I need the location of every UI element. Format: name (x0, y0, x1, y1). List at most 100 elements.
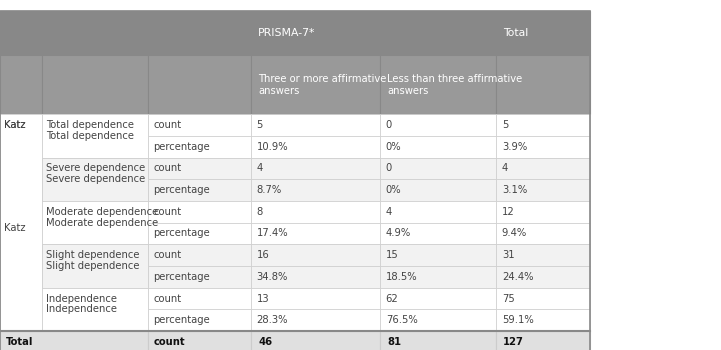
Text: 0: 0 (386, 163, 392, 173)
Text: 9.4%: 9.4% (502, 229, 527, 238)
Bar (380, 331, 496, 350)
Bar (42, 309, 148, 331)
Text: 4: 4 (257, 163, 263, 173)
Bar (380, 223, 496, 244)
Bar (380, 158, 496, 179)
Bar (496, 179, 590, 201)
Text: 8.7%: 8.7% (257, 185, 282, 195)
Bar (496, 158, 590, 179)
Bar (0, 114, 42, 136)
Bar (496, 288, 590, 309)
Bar (0, 288, 42, 309)
Bar (42, 288, 148, 309)
Bar (0, 136, 42, 158)
Bar (148, 266, 251, 288)
Text: 76.5%: 76.5% (386, 315, 417, 325)
Text: Slight dependence: Slight dependence (46, 250, 140, 260)
Bar (148, 201, 251, 223)
Bar (42, 179, 148, 201)
Text: count: count (154, 250, 182, 260)
Text: 13: 13 (257, 294, 270, 303)
Bar (496, 136, 590, 158)
Text: 0%: 0% (386, 185, 402, 195)
Bar (496, 266, 590, 288)
Bar (0, 201, 42, 223)
Text: 5: 5 (502, 120, 508, 130)
Text: Severe dependence: Severe dependence (46, 163, 146, 173)
Text: Katz: Katz (4, 223, 26, 233)
Bar (42, 201, 148, 244)
Bar (251, 158, 380, 179)
Bar (42, 244, 148, 266)
Bar (42, 114, 148, 136)
Bar (0, 114, 42, 331)
Bar (251, 55, 380, 114)
Bar (42, 244, 148, 288)
Text: PRISMA-7*: PRISMA-7* (258, 28, 316, 38)
Bar (380, 244, 496, 266)
Text: Moderate dependence: Moderate dependence (46, 218, 159, 228)
Text: Total dependence: Total dependence (46, 120, 134, 130)
Text: count: count (154, 294, 182, 303)
Text: 28.3%: 28.3% (257, 315, 288, 325)
Bar (148, 223, 251, 244)
Text: 81: 81 (387, 337, 402, 347)
Bar (380, 201, 496, 223)
Bar (496, 10, 590, 55)
Text: 3.1%: 3.1% (502, 185, 527, 195)
Bar (251, 223, 380, 244)
Bar (251, 179, 380, 201)
Bar (148, 309, 251, 331)
Text: 0: 0 (386, 120, 392, 130)
Bar (380, 288, 496, 309)
Bar (251, 201, 380, 223)
Text: Katz: Katz (4, 120, 26, 130)
Text: 0%: 0% (386, 142, 402, 152)
Bar (496, 223, 590, 244)
Bar (380, 55, 496, 114)
Text: Severe dependence: Severe dependence (46, 174, 146, 184)
Text: count: count (154, 120, 182, 130)
Text: 12: 12 (502, 207, 515, 217)
Bar (148, 331, 251, 350)
Bar (496, 114, 590, 136)
Text: percentage: percentage (154, 272, 211, 282)
Text: 10.9%: 10.9% (257, 142, 288, 152)
Text: count: count (154, 163, 182, 173)
Bar (251, 309, 380, 331)
Bar (0, 331, 148, 350)
Bar (251, 136, 380, 158)
Text: Total dependence: Total dependence (46, 131, 134, 141)
Bar (42, 223, 148, 244)
Bar (0, 10, 590, 350)
Text: Independence: Independence (46, 304, 117, 314)
Text: 8: 8 (257, 207, 263, 217)
Bar (251, 266, 380, 288)
Text: Three or more affirmative
answers: Three or more affirmative answers (258, 74, 386, 96)
Text: 75: 75 (502, 294, 515, 303)
Bar (0, 10, 42, 55)
Text: 4.9%: 4.9% (386, 229, 411, 238)
Bar (496, 55, 590, 114)
Text: percentage: percentage (154, 229, 211, 238)
Bar (496, 201, 590, 223)
Bar (496, 331, 590, 350)
Text: 16: 16 (257, 250, 270, 260)
Bar (148, 136, 251, 158)
Bar (380, 114, 496, 136)
Text: 4: 4 (386, 207, 392, 217)
Text: 18.5%: 18.5% (386, 272, 417, 282)
Bar (148, 158, 251, 179)
Bar (496, 244, 590, 266)
Text: 24.4%: 24.4% (502, 272, 534, 282)
Bar (496, 309, 590, 331)
Bar (380, 136, 496, 158)
Text: percentage: percentage (154, 185, 211, 195)
Text: percentage: percentage (154, 142, 211, 152)
Bar (148, 10, 251, 55)
Bar (42, 114, 148, 158)
Text: 4: 4 (502, 163, 508, 173)
Text: count: count (154, 207, 182, 217)
Bar (251, 331, 380, 350)
Text: count: count (154, 337, 185, 347)
